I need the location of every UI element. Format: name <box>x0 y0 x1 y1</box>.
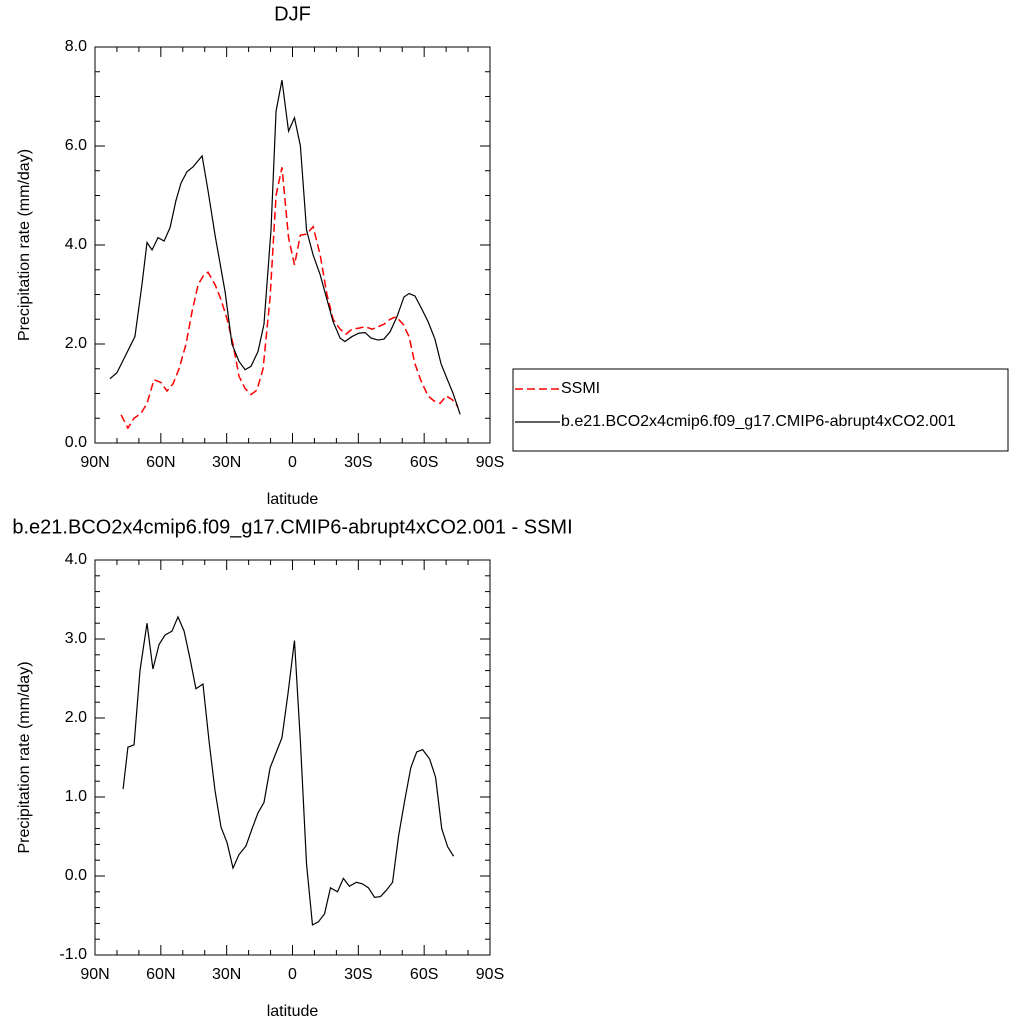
x-tick-label: 60S <box>410 966 438 983</box>
x-axis-label: latitude <box>267 1003 319 1020</box>
y-tick-label: 3.0 <box>65 630 87 647</box>
y-tick-label: 0.0 <box>65 867 87 884</box>
y-tick-label: 6.0 <box>65 137 87 154</box>
series-line <box>122 615 455 926</box>
y-axis-label: Precipitation rate (mm/day) <box>16 149 33 341</box>
x-tick-label: 0 <box>288 454 297 471</box>
x-tick-label: 90N <box>80 454 109 471</box>
x-tick-label: 60N <box>146 454 175 471</box>
x-tick-label: 30S <box>344 966 372 983</box>
y-tick-label: 2.0 <box>65 709 87 726</box>
x-tick-label: 90S <box>476 454 504 471</box>
x-tick-label: 30N <box>212 454 241 471</box>
y-axis-label: Precipitation rate (mm/day) <box>16 661 33 853</box>
chart-title: DJF <box>274 3 311 25</box>
y-tick-label: 4.0 <box>65 551 87 568</box>
series-line <box>109 80 461 415</box>
y-tick-label: -1.0 <box>59 946 87 963</box>
y-tick-label: 8.0 <box>65 38 87 55</box>
x-tick-label: 60S <box>410 454 438 471</box>
y-tick-label: 0.0 <box>65 434 87 451</box>
y-tick-label: 4.0 <box>65 236 87 253</box>
x-tick-label: 90S <box>476 966 504 983</box>
x-tick-label: 30S <box>344 454 372 471</box>
x-axis-label: latitude <box>267 491 319 508</box>
legend-label: b.e21.BCO2x4cmip6.f09_g17.CMIP6-abrupt4x… <box>561 413 956 430</box>
legend-label: SSMI <box>561 380 600 397</box>
series-line <box>120 167 459 430</box>
x-tick-label: 30N <box>212 966 241 983</box>
y-tick-label: 2.0 <box>65 335 87 352</box>
x-tick-label: 90N <box>80 966 109 983</box>
legend-box <box>512 368 1009 452</box>
x-tick-label: 60N <box>146 966 175 983</box>
chart-title: b.e21.BCO2x4cmip6.f09_g17.CMIP6-abrupt4x… <box>12 516 572 538</box>
y-tick-label: 1.0 <box>65 788 87 805</box>
x-tick-label: 0 <box>288 966 297 983</box>
plot-frame <box>94 559 491 956</box>
